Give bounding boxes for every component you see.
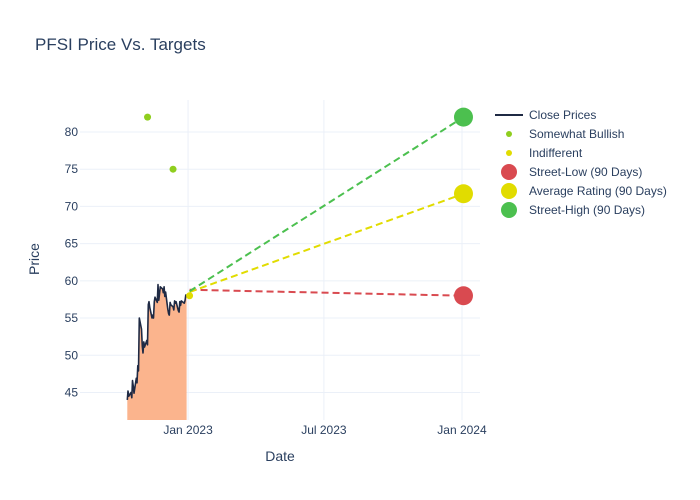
rating-point xyxy=(169,165,177,173)
price-line-group xyxy=(126,283,188,400)
legend-dot-swatch xyxy=(506,131,512,137)
legend-label: Close Prices xyxy=(529,108,596,122)
y-axis-title: Price xyxy=(26,243,42,275)
legend-item[interactable]: Indifferent xyxy=(506,146,583,160)
y-tick-label: 55 xyxy=(65,311,79,325)
legend[interactable]: Close Prices Somewhat Bullish Indifferent S… xyxy=(495,108,667,218)
y-tick-label: 65 xyxy=(65,237,79,251)
x-tick-label: Jul 2023 xyxy=(301,423,347,437)
legend-item[interactable]: Close Prices xyxy=(495,108,596,122)
y-tick-label: 50 xyxy=(65,348,79,362)
legend-circle-swatch xyxy=(501,202,517,218)
target-line xyxy=(189,116,465,293)
y-tick-label: 45 xyxy=(65,385,79,399)
x-tick-label: Jan 2023 xyxy=(163,423,213,437)
y-tick-label: 70 xyxy=(65,199,79,213)
x-axis-title: Date xyxy=(265,448,295,464)
target-marker xyxy=(453,107,473,127)
legend-label: Indifferent xyxy=(529,146,583,160)
legend-item[interactable]: Average Rating (90 Days) xyxy=(501,183,667,199)
target-line xyxy=(189,288,464,297)
legend-item[interactable]: Street-High (90 Days) xyxy=(501,202,645,218)
rating-points xyxy=(144,107,473,306)
y-tick-label: 60 xyxy=(65,274,79,288)
target-lines xyxy=(189,116,465,297)
legend-circle-swatch xyxy=(501,164,517,180)
legend-item[interactable]: Somewhat Bullish xyxy=(506,127,624,141)
rating-point xyxy=(144,113,152,121)
target-marker xyxy=(453,184,473,204)
target-line xyxy=(189,192,464,293)
y-tick-label: 75 xyxy=(65,162,79,176)
legend-label: Somewhat Bullish xyxy=(529,127,624,141)
chart-title: PFSI Price Vs. Targets xyxy=(35,35,206,54)
tick-labels: 45 50 55 60 65 70 75 80 Jan 2023 Jul 2023 Jan 2024 xyxy=(65,125,487,437)
legend-label: Street-High (90 Days) xyxy=(529,203,645,217)
legend-label: Street-Low (90 Days) xyxy=(529,165,642,179)
x-tick-label: Jan 2024 xyxy=(437,423,487,437)
target-marker xyxy=(453,286,473,306)
close-price-area xyxy=(127,284,187,420)
rating-point xyxy=(186,292,194,300)
price-area xyxy=(127,284,187,420)
y-tick-label: 80 xyxy=(65,125,79,139)
legend-label: Average Rating (90 Days) xyxy=(529,184,667,198)
legend-item[interactable]: Street-Low (90 Days) xyxy=(501,164,642,180)
legend-circle-swatch xyxy=(501,183,517,199)
close-price-line xyxy=(126,283,188,400)
legend-dot-swatch xyxy=(506,150,512,156)
